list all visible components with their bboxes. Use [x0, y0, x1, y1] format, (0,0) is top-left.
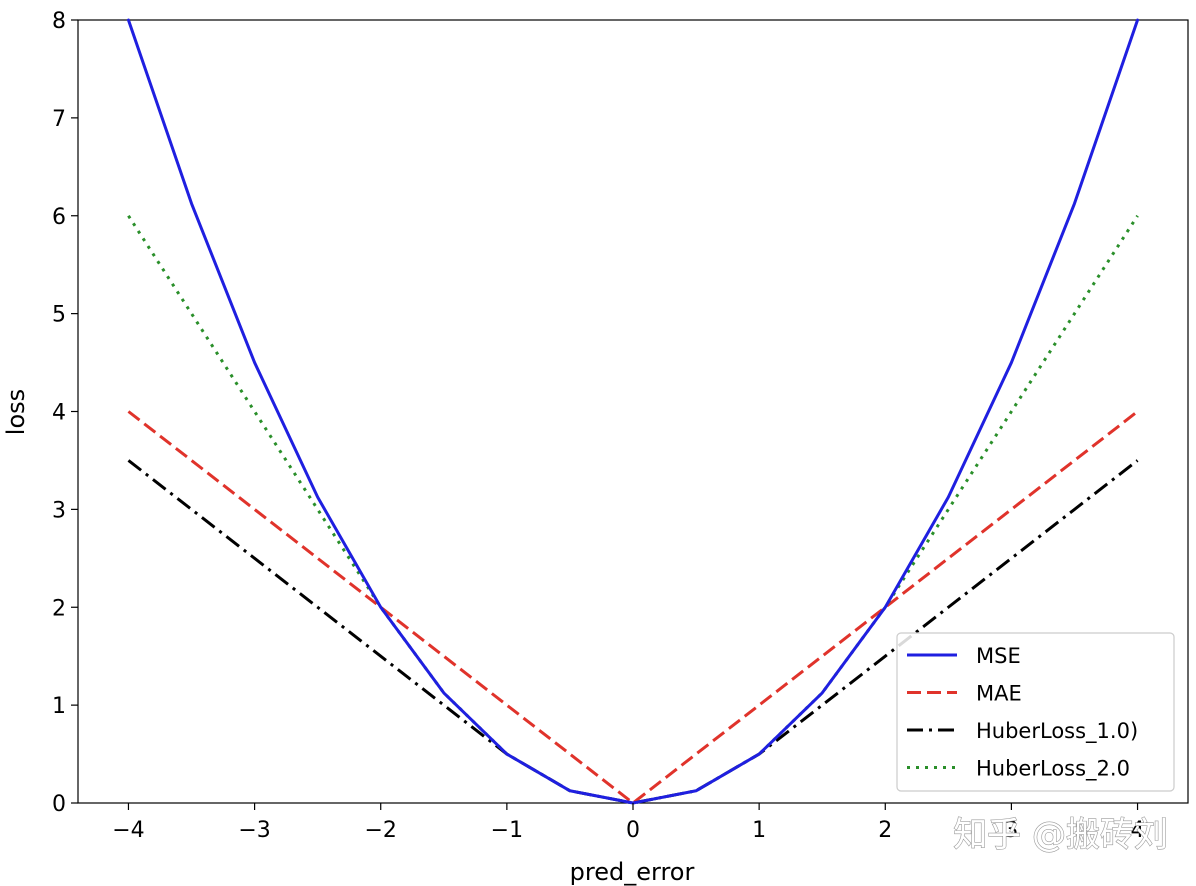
- legend-label: HuberLoss_2.0: [976, 757, 1130, 782]
- x-tick-label: 3: [1004, 818, 1018, 843]
- y-tick-label: 6: [52, 205, 66, 230]
- x-tick-label: 2: [878, 818, 892, 843]
- x-tick-label: −1: [491, 818, 523, 843]
- legend-box: [896, 632, 1175, 792]
- legend-label: MSE: [976, 644, 1021, 668]
- y-tick-label: 3: [52, 498, 66, 523]
- y-tick-label: 2: [52, 596, 66, 621]
- y-tick-label: 7: [52, 107, 66, 132]
- y-tick-label: 8: [52, 9, 66, 34]
- x-tick-label: −4: [112, 818, 144, 843]
- x-tick-label: 4: [1131, 818, 1145, 843]
- x-axis-ticks: −4 −3 −2 −1 0 1 2 3 4: [112, 803, 1145, 843]
- legend-label: HuberLoss_1.0): [976, 719, 1138, 744]
- y-tick-label: 1: [52, 694, 66, 719]
- x-tick-label: 1: [752, 818, 766, 843]
- y-tick-label: 4: [52, 401, 66, 426]
- x-axis-title: pred_error: [570, 858, 695, 886]
- y-axis-ticks: 0 1 2 3 4 5 6 7 8: [52, 9, 78, 817]
- series-line-mae: [127, 410, 1139, 805]
- x-tick-label: 0: [626, 818, 640, 843]
- y-tick-label: 0: [52, 792, 66, 817]
- x-tick-label: −3: [238, 818, 270, 843]
- watermark-text: 知乎 @搬砖刘: [953, 815, 1168, 855]
- legend-label: MAE: [976, 682, 1022, 706]
- legend: MSE MAE HuberLoss_1.0) HuberLoss_2.0: [896, 632, 1175, 792]
- x-tick-label: −2: [365, 818, 397, 843]
- y-tick-label: 5: [52, 303, 66, 328]
- y-axis-title: loss: [2, 389, 30, 435]
